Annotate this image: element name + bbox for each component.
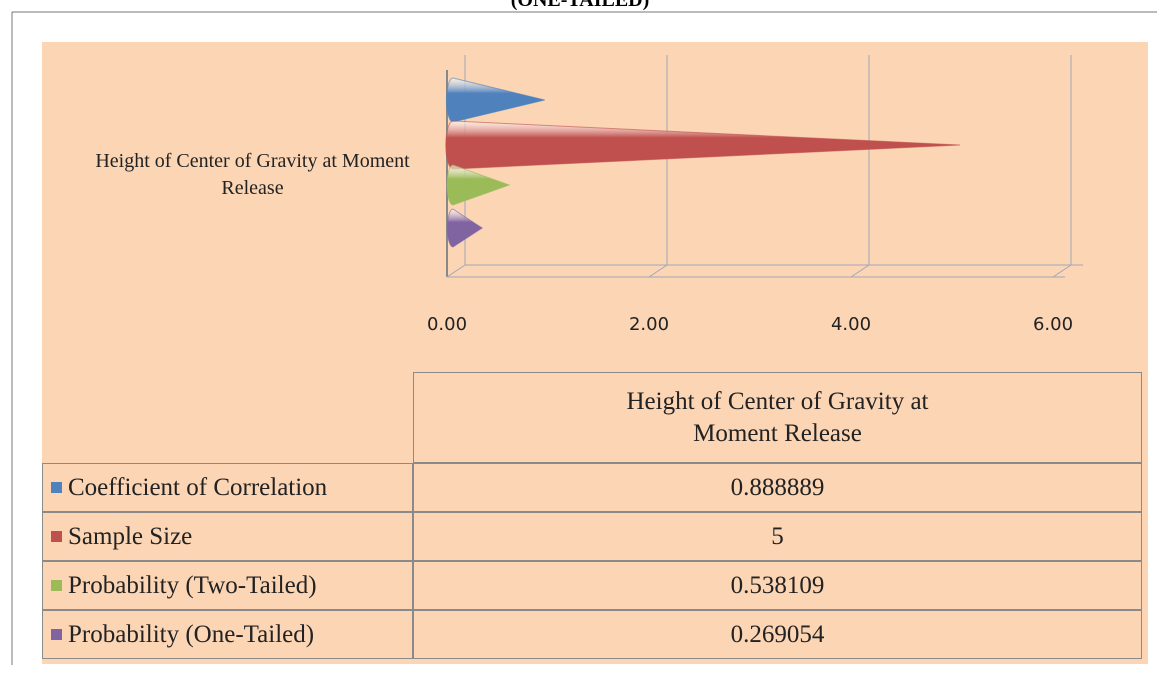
x-tick-label: 0.00 xyxy=(427,314,467,335)
grid-line xyxy=(850,55,870,278)
table-value: 5 xyxy=(413,512,1142,561)
table-value: 0.538109 xyxy=(413,561,1142,610)
category-label: Height of Center of Gravity at Moment Re… xyxy=(95,150,410,199)
grid-line xyxy=(648,55,668,278)
table-header: Height of Center of Gravity at Moment Re… xyxy=(413,372,1142,463)
cone xyxy=(446,208,484,248)
x-tick-label: 2.00 xyxy=(629,314,669,335)
table-value: 0.888889 xyxy=(413,463,1142,512)
legend-label: Sample Size xyxy=(68,522,193,550)
legend-swatch xyxy=(51,482,62,493)
legend-cell: Sample Size xyxy=(42,512,413,561)
grid-line xyxy=(1052,55,1072,278)
legend-swatch xyxy=(51,580,62,591)
table-value: 0.269054 xyxy=(413,610,1142,659)
legend-cell: Probability (Two-Tailed) xyxy=(42,561,413,610)
legend-label: Coefficient of Correlation xyxy=(68,473,328,501)
legend-label: Probability (Two-Tailed) xyxy=(68,571,317,599)
chart-title: (ONE-TAILED) xyxy=(511,0,650,11)
legend-swatch xyxy=(51,531,62,542)
legend-cell: Probability (One-Tailed) xyxy=(42,610,413,659)
legend-label: Probability (One-Tailed) xyxy=(68,620,315,648)
cone xyxy=(446,164,511,206)
x-tick-label: 6.00 xyxy=(1033,314,1073,335)
legend-swatch xyxy=(51,629,62,640)
x-tick-label: 4.00 xyxy=(831,314,871,335)
legend-cell: Coefficient of Correlation xyxy=(42,463,413,512)
